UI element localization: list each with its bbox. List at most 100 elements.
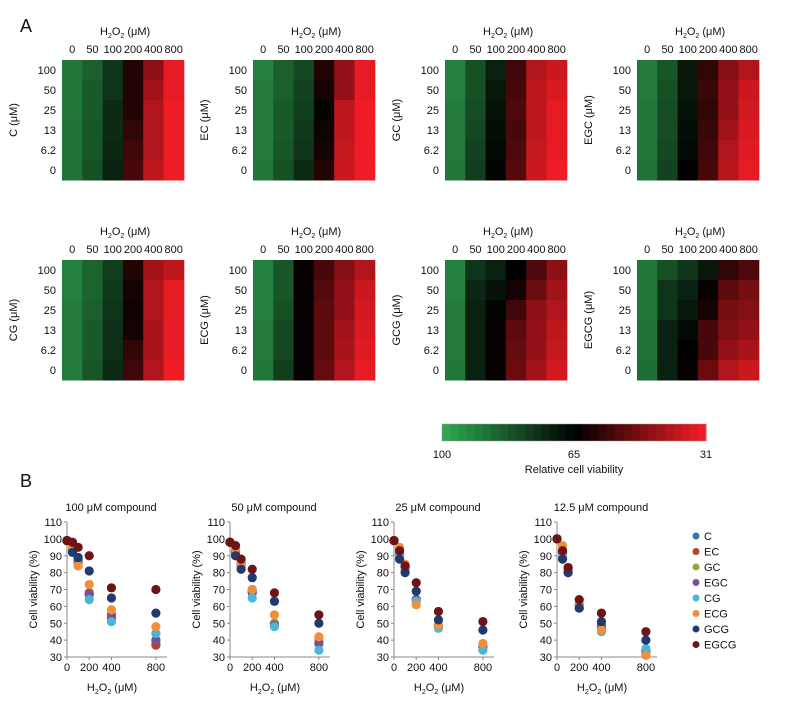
subscript: 2 [503, 33, 507, 40]
data-point-egc [314, 638, 324, 649]
colorbar-segment [475, 424, 484, 441]
colorbar-segment [458, 424, 468, 441]
heatmap-cell [697, 320, 719, 341]
heatmap-cell [677, 280, 699, 301]
scatter-title: 100 μM compound [65, 502, 156, 514]
legend-marker-gcg [692, 625, 700, 633]
y-tick-label: 50 [540, 618, 552, 630]
heatmap-cell [354, 340, 376, 361]
title-part: O [262, 682, 271, 694]
x-tick-label: 200 [80, 662, 98, 674]
heatmap-cell [293, 280, 315, 301]
colorbar-segment [483, 424, 492, 441]
heatmap-cell [445, 60, 466, 81]
data-point-gcg [574, 603, 584, 613]
data-point-gcg [314, 618, 324, 628]
heatmap-cell [738, 300, 760, 321]
title-part: O [495, 226, 504, 238]
heatmap-y-tick: 13 [235, 125, 247, 137]
data-point-egcg [400, 561, 410, 571]
scatter-x-title: H2O2 (μM) [577, 682, 627, 696]
heatmap-cell [143, 300, 164, 321]
data-point-egcg [552, 534, 562, 544]
x-tick-label: 800 [637, 662, 655, 674]
heatmap-cell [253, 320, 274, 341]
y-tick-label: 60 [213, 601, 225, 613]
data-point-gcg [73, 552, 83, 563]
heatmap-cell [718, 100, 739, 121]
heatmap-cell [273, 320, 295, 341]
data-point-cg [84, 595, 94, 605]
heatmap-cell [657, 260, 679, 281]
heatmap-cell [718, 320, 739, 341]
heatmap-cell [313, 260, 335, 281]
heatmap-cell [102, 260, 124, 281]
heatmap-cell [738, 140, 760, 161]
x-tick-label: 200 [407, 662, 425, 674]
y-tick-label: 40 [50, 635, 62, 647]
title-part: H [414, 682, 422, 694]
heatmap-x-tick: 200 [124, 244, 142, 256]
heatmap-cell [334, 80, 355, 101]
heatmap-cell [485, 60, 507, 81]
title-part: (μM) [601, 682, 627, 694]
heatmap-x-tick: 400 [527, 44, 545, 56]
heatmap-cell [62, 140, 83, 161]
heatmap-cell [354, 320, 376, 341]
heatmap-y-tick: 25 [44, 105, 56, 117]
heatmap-cell [354, 100, 376, 121]
heatmap-y-tick: 100 [421, 265, 439, 277]
title-part: H [87, 682, 95, 694]
title-part: H [483, 26, 491, 38]
title-part: (μM) [111, 682, 137, 694]
heatmap-cell [253, 140, 274, 161]
heatmap-cell [738, 280, 760, 301]
heatmap-y-tick: 25 [427, 305, 439, 317]
heatmap-cell [697, 280, 719, 301]
heatmap-cell [445, 340, 466, 361]
heatmap-cell [526, 140, 547, 161]
heatmap-cell [738, 80, 760, 101]
scatter-x-title: H2O2 (μM) [414, 682, 464, 696]
data-point-egc [151, 635, 161, 645]
y-tick-label: 90 [50, 551, 62, 563]
heatmap-x-tick: 400 [719, 244, 737, 256]
title-part: O [303, 26, 312, 38]
heatmap-x-tick: 100 [295, 44, 313, 56]
heatmap-cell [334, 280, 355, 301]
heatmap-x-tick: 50 [86, 44, 98, 56]
data-point-gcg [641, 635, 651, 645]
heatmap-cell [445, 320, 466, 341]
heatmap-cell [143, 340, 164, 361]
colorbar-segment [664, 424, 674, 441]
heatmap-y-tick: 100 [421, 65, 439, 77]
data-point-gcg [394, 554, 405, 564]
data-point-gcg [106, 593, 117, 603]
x-tick-label: 400 [102, 662, 120, 674]
heatmap-cell [677, 300, 699, 321]
scatter-x-title: H2O2 (μM) [250, 682, 300, 696]
heatmap-cell [253, 120, 274, 141]
heatmap-cell [293, 100, 315, 121]
title-part: O [687, 226, 696, 238]
heatmap-x-tick: 0 [644, 244, 650, 256]
heatmap-y-tick: 25 [235, 105, 247, 117]
title-part: (μM) [274, 682, 300, 694]
heatmap-x-tick: 800 [164, 244, 182, 256]
heatmap-y-tick: 50 [619, 85, 631, 97]
heatmap-y-tick: 13 [427, 125, 439, 137]
y-tick-label: 60 [540, 601, 552, 613]
heatmap-cell [546, 80, 568, 101]
heatmap-cell [657, 360, 679, 381]
heatmap-cell [273, 120, 295, 141]
heatmap-x-title: H2O2 (μM) [291, 226, 341, 240]
heatmap-x-tick: 100 [295, 244, 313, 256]
heatmap-cell [143, 260, 164, 281]
heatmap-cell [505, 160, 527, 181]
heatmap-x-tick: 400 [144, 244, 162, 256]
x-tick-label: 0 [227, 662, 233, 674]
heatmap-cell [738, 320, 760, 341]
data-point-gcg [84, 566, 94, 576]
heatmap-x-title: H2O2 (μM) [100, 26, 150, 40]
subscript: 2 [108, 233, 112, 240]
